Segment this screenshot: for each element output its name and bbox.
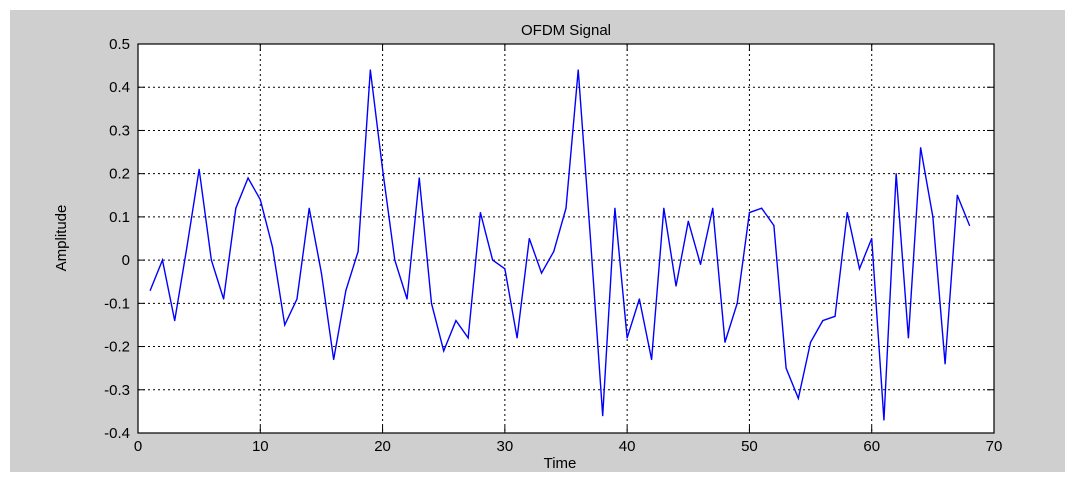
data-point bbox=[516, 337, 518, 339]
data-point bbox=[394, 259, 396, 261]
data-point bbox=[186, 246, 188, 248]
x-tick-label: 0 bbox=[134, 438, 142, 455]
y-tick-label: -0.4 bbox=[104, 425, 130, 442]
data-point bbox=[540, 272, 543, 274]
data-point bbox=[357, 250, 359, 253]
data-point bbox=[467, 337, 469, 339]
data-point bbox=[883, 419, 885, 421]
data-point bbox=[809, 341, 812, 343]
y-tick-label: -0.1 bbox=[104, 295, 130, 312]
data-point bbox=[174, 320, 176, 322]
data-point bbox=[663, 207, 665, 209]
y-tick-label: 0 bbox=[122, 252, 130, 269]
data-point bbox=[602, 415, 604, 417]
plot-area bbox=[138, 44, 994, 433]
plot-frame bbox=[137, 43, 995, 434]
data-point bbox=[528, 237, 530, 240]
data-point bbox=[834, 315, 836, 317]
data-point bbox=[944, 363, 946, 365]
y-axis-label: Amplitude bbox=[53, 205, 70, 272]
data-point bbox=[553, 250, 555, 253]
y-tick-label: 0.1 bbox=[109, 209, 130, 226]
data-point bbox=[895, 173, 897, 175]
data-point bbox=[687, 220, 689, 222]
y-tick-label: -0.2 bbox=[104, 339, 130, 356]
x-tick-label: 60 bbox=[863, 438, 880, 455]
data-point bbox=[198, 168, 200, 170]
data-point bbox=[430, 302, 433, 304]
data-point bbox=[736, 302, 738, 304]
data-point bbox=[626, 337, 628, 339]
data-point bbox=[369, 69, 371, 71]
x-tick-label: 20 bbox=[374, 438, 391, 455]
data-point bbox=[235, 207, 237, 209]
data-point bbox=[381, 168, 384, 170]
data-point bbox=[712, 207, 714, 209]
data-point bbox=[748, 211, 751, 214]
series-line bbox=[149, 69, 971, 421]
data-point bbox=[210, 259, 212, 261]
x-tick-label: 10 bbox=[252, 438, 269, 455]
data-point bbox=[797, 397, 799, 400]
data-point bbox=[846, 211, 848, 214]
data-point bbox=[479, 211, 481, 214]
data-point bbox=[968, 224, 971, 227]
x-tick-label: 40 bbox=[619, 438, 636, 455]
data-point bbox=[149, 289, 151, 291]
data-point bbox=[223, 298, 225, 300]
data-point bbox=[443, 350, 445, 352]
data-point bbox=[418, 177, 420, 179]
data-point bbox=[284, 324, 286, 326]
data-point bbox=[504, 268, 506, 270]
data-point bbox=[271, 246, 274, 248]
chart-title: OFDM Signal bbox=[521, 22, 611, 39]
data-point bbox=[455, 320, 457, 322]
x-tick-label: 70 bbox=[986, 438, 1003, 455]
data-point bbox=[345, 289, 347, 291]
data-point bbox=[871, 237, 873, 240]
data-point bbox=[907, 337, 910, 339]
data-point bbox=[651, 358, 653, 361]
data-point bbox=[406, 298, 408, 300]
y-tick-label: 0.4 bbox=[109, 79, 130, 96]
y-tick-label: 0.2 bbox=[109, 166, 130, 183]
data-point bbox=[822, 320, 824, 322]
y-tick-label: 0.3 bbox=[109, 122, 130, 139]
data-point bbox=[589, 237, 592, 240]
data-point bbox=[785, 367, 787, 369]
data-point bbox=[565, 207, 567, 209]
y-tick-label: 0.5 bbox=[109, 36, 130, 53]
data-point bbox=[724, 341, 726, 343]
data-point bbox=[308, 207, 310, 209]
data-point bbox=[247, 177, 249, 179]
data-point bbox=[333, 358, 335, 361]
data-point bbox=[320, 272, 323, 274]
data-point bbox=[761, 207, 763, 209]
axis-ticks bbox=[137, 43, 995, 434]
data-point bbox=[675, 285, 677, 287]
data-point bbox=[956, 194, 958, 196]
data-point bbox=[614, 207, 616, 209]
data-point bbox=[492, 259, 494, 261]
data-point bbox=[858, 268, 861, 270]
x-tick-label: 30 bbox=[497, 438, 514, 455]
data-point bbox=[638, 298, 640, 300]
tick-labels: 0 10 20 30 40 50 60 70 0.5 0.4 0.3 0.2 0.1 0 -0.1 -0.2 -… bbox=[104, 36, 1002, 455]
data-point bbox=[699, 263, 702, 266]
data-point bbox=[161, 259, 164, 261]
data-point bbox=[932, 216, 934, 218]
data-point bbox=[259, 199, 261, 201]
data-point bbox=[920, 147, 922, 149]
series-layer bbox=[149, 69, 971, 421]
data-point bbox=[296, 298, 298, 300]
x-axis-label: Time bbox=[544, 455, 577, 472]
y-tick-label: -0.3 bbox=[104, 382, 130, 399]
x-tick-label: 50 bbox=[741, 438, 758, 455]
data-point bbox=[773, 224, 775, 227]
data-point bbox=[577, 69, 579, 71]
